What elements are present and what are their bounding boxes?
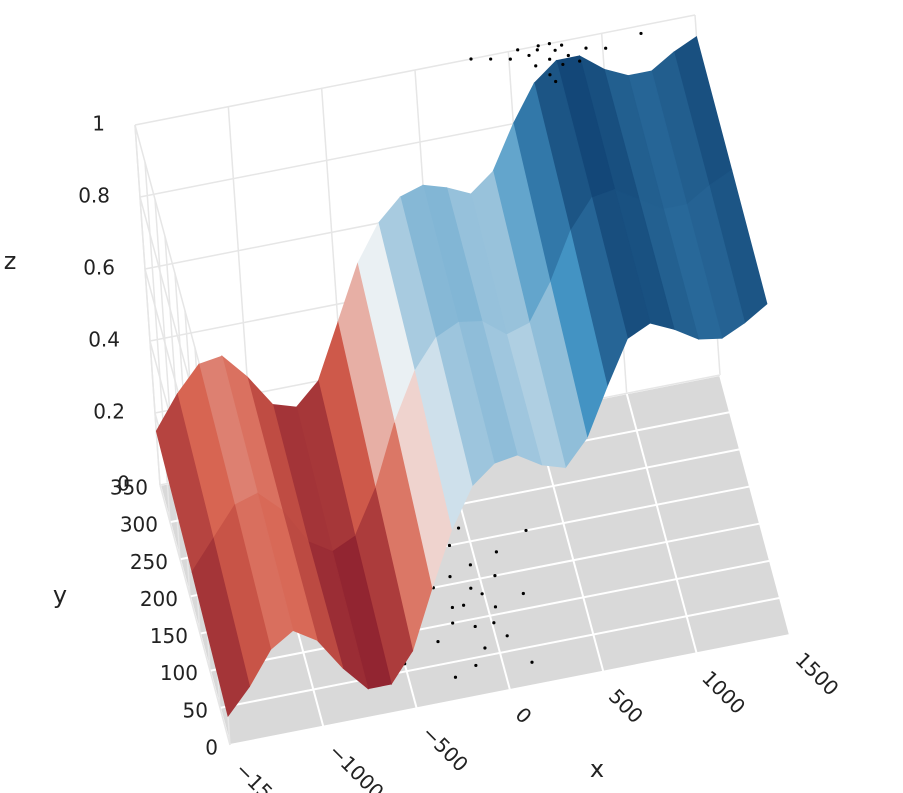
scatter-point <box>548 73 552 77</box>
y-tick-label: 250 <box>130 550 168 574</box>
y-tick-label: 200 <box>140 587 178 611</box>
scatter-point <box>492 621 496 625</box>
scatter-point <box>548 57 552 61</box>
floor-grid-line <box>625 393 698 654</box>
z-tick-label: 0 <box>117 472 130 496</box>
scatter-point <box>448 575 452 579</box>
z-tick-label: 0.6 <box>83 256 115 280</box>
wall-grid-line <box>134 14 696 126</box>
z-tick-label: 1 <box>92 112 105 136</box>
scatter-point <box>493 574 497 578</box>
scatter-point <box>480 592 484 596</box>
wall-grid-line <box>134 124 206 386</box>
y-tick-label: 350 <box>110 476 148 500</box>
scatter-point <box>521 591 525 596</box>
scatter-point <box>508 57 512 61</box>
scatter-point <box>535 48 539 52</box>
scatter-point <box>534 64 538 68</box>
scatter-point <box>469 586 473 590</box>
wall-grid-line <box>159 484 231 746</box>
x-tick-label: 500 <box>604 684 648 728</box>
z-tick-label: 0.4 <box>88 328 120 352</box>
scatter-point <box>530 660 534 664</box>
floor-grid-line <box>229 634 791 746</box>
x-tick-label: −1500 <box>231 757 296 793</box>
scatter-point <box>554 79 558 84</box>
scatter-point <box>489 57 493 61</box>
scatter-point <box>560 43 564 47</box>
x-tick-label: 0 <box>511 702 537 728</box>
scatter-point <box>505 634 509 638</box>
surface-patch <box>191 537 251 718</box>
x-tick-label: −1000 <box>324 739 389 793</box>
scatter-point <box>453 675 458 679</box>
scatter-point <box>451 621 455 625</box>
scatter-point <box>547 42 552 46</box>
floor-grid-line <box>719 374 791 636</box>
y-tick-label: 50 <box>183 698 208 722</box>
z-axis-title: z <box>4 247 17 275</box>
scatter-point <box>469 57 473 61</box>
y-tick-label: 150 <box>150 624 188 648</box>
scatter-point <box>456 526 461 530</box>
scatter-point <box>436 639 440 644</box>
scatter-point <box>536 44 540 48</box>
scatter-point <box>474 663 478 668</box>
scatter-point <box>493 605 498 609</box>
y-axis-title: y <box>53 581 67 609</box>
x-tick-label: −500 <box>417 721 473 777</box>
x-tick-label: 1000 <box>697 666 750 719</box>
scatter-point <box>639 31 643 36</box>
y-tick-label: 300 <box>120 513 158 537</box>
y-tick-label: 0 <box>205 736 218 760</box>
scatter-point <box>561 62 565 67</box>
x-tick-label: 1500 <box>791 647 844 700</box>
scatter-point <box>578 59 582 63</box>
z-tick-label: 0.2 <box>93 400 125 424</box>
scatter-point <box>483 646 487 650</box>
x-axis-title: x <box>590 755 604 783</box>
floor-grid-line <box>219 596 781 709</box>
y-tick-label: 100 <box>160 661 198 685</box>
scatter-point <box>584 46 588 50</box>
scatter-point <box>553 48 557 52</box>
scatter-point <box>468 563 472 567</box>
scatter-point <box>450 605 454 610</box>
scatter-point <box>604 46 608 50</box>
z-tick-label: 0.8 <box>78 184 110 208</box>
scatter-point <box>447 543 452 548</box>
scatter-point <box>524 528 528 533</box>
floor-grid-line <box>209 559 771 672</box>
scatter-point <box>494 550 498 554</box>
wall-grid-line <box>134 124 161 486</box>
scatter-point <box>462 603 466 607</box>
scatter-point <box>516 48 520 52</box>
scatter-point <box>527 53 531 58</box>
scatter-point <box>473 624 477 629</box>
scatter-point <box>566 53 570 58</box>
